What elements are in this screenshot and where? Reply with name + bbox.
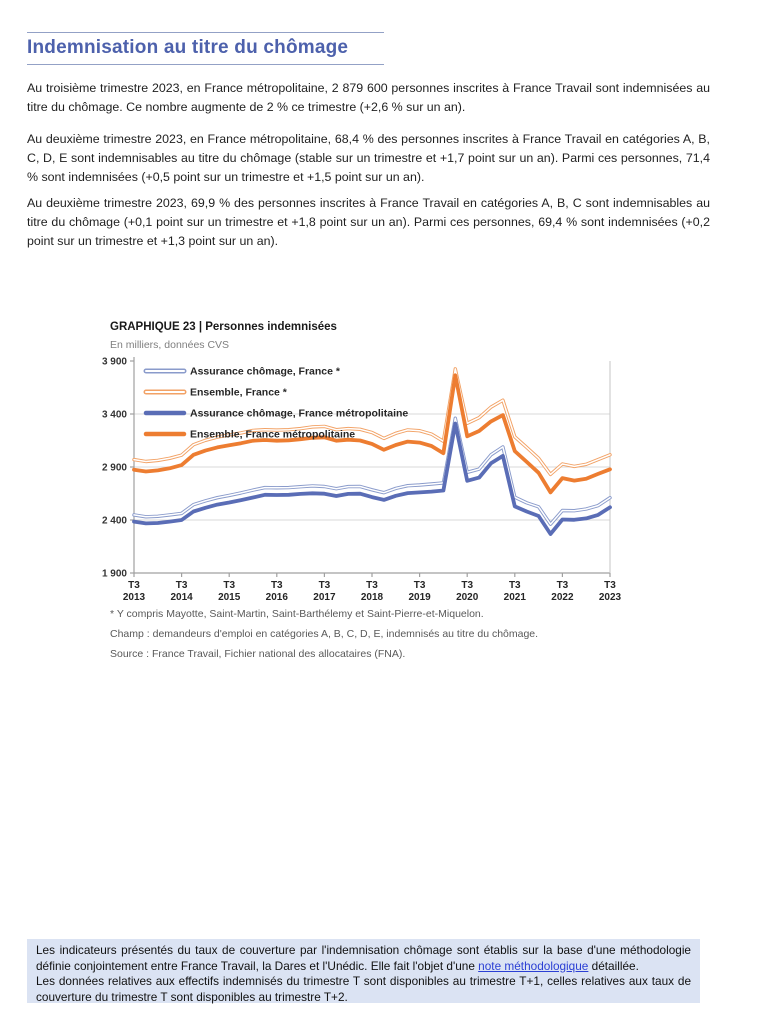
legend-label-3: Ensemble, France métropolitaine (190, 429, 355, 441)
info-box-paragraph-2: Les données relatives aux effectifs inde… (36, 974, 691, 1004)
x-tick-label-quarter: T3 (128, 580, 140, 591)
x-tick-label-year: 2015 (218, 592, 241, 603)
x-tick-label-year: 2020 (456, 592, 479, 603)
x-tick-label-quarter: T3 (604, 580, 616, 591)
paragraph-2: Au deuxième trimestre 2023, en France mé… (27, 132, 710, 184)
x-tick-label-quarter: T3 (557, 580, 569, 591)
series-line-core-0 (133, 417, 611, 525)
info-text-after-link: détaillée. (588, 958, 639, 973)
x-tick-label-year: 2016 (266, 592, 289, 603)
x-tick-label-quarter: T3 (366, 580, 378, 591)
x-tick-label-year: 2023 (599, 592, 622, 603)
y-tick-label: 3 900 (102, 357, 127, 368)
y-tick-label: 2 400 (102, 516, 127, 527)
y-tick-label: 1 900 (102, 569, 127, 580)
x-tick-label-year: 2017 (313, 592, 336, 603)
x-tick-label-year: 2022 (551, 592, 574, 603)
series-line-core-1 (133, 368, 611, 476)
footnote-asterisk: * Y compris Mayotte, Saint-Martin, Saint… (110, 608, 484, 620)
x-tick-label-quarter: T3 (271, 580, 283, 591)
x-tick-label-quarter: T3 (461, 580, 473, 591)
x-tick-label-quarter: T3 (223, 580, 235, 591)
x-tick-label-year: 2018 (361, 592, 384, 603)
legend-label-0: Assurance chômage, France * (190, 366, 341, 378)
page-title: Indemnisation au titre du chômage (27, 37, 349, 58)
x-tick-label-year: 2021 (504, 592, 527, 603)
chart-heading: GRAPHIQUE 23 | Personnes indemnisées (110, 321, 337, 333)
paragraph-1: Au troisième trimestre 2023, en France m… (27, 81, 710, 114)
series-line-3 (132, 373, 612, 495)
x-tick-label-quarter: T3 (414, 580, 426, 591)
y-tick-label: 3 400 (102, 410, 127, 421)
legend-label-2: Assurance chômage, France métropolitaine (190, 408, 408, 420)
chart-footnotes: * Y compris Mayotte, Saint-Martin, Saint… (110, 604, 630, 664)
legend-label-1: Ensemble, France * (190, 387, 288, 399)
chart-unit-note: En milliers, données CVS (110, 339, 230, 351)
info-box-paragraph-1: Les indicateurs présentés du taux de cou… (36, 943, 691, 974)
x-tick-label-year: 2013 (123, 592, 146, 603)
series-line-2 (132, 421, 612, 536)
x-tick-label-quarter: T3 (176, 580, 188, 591)
paragraph-3: Au deuxième trimestre 2023, 69,9 % des p… (27, 196, 710, 248)
title-rule-bottom (27, 64, 384, 65)
x-tick-label-quarter: T3 (319, 580, 331, 591)
x-tick-label-quarter: T3 (509, 580, 521, 591)
footnote-champ: Champ : demandeurs d'emploi en catégorie… (110, 628, 539, 640)
footnote-source: Source : France Travail, Fichier nationa… (110, 648, 406, 660)
methodology-info-box: Les indicateurs présentés du taux de cou… (27, 939, 700, 1004)
methodology-note-link[interactable]: note méthodologique (478, 958, 589, 973)
x-tick-label-year: 2019 (408, 592, 431, 603)
x-tick-label-year: 2014 (170, 592, 193, 603)
title-rule-top (27, 32, 384, 33)
info-text-before-link: Les indicateurs présentés du taux de cou… (36, 943, 691, 973)
y-tick-label: 2 900 (102, 463, 127, 474)
